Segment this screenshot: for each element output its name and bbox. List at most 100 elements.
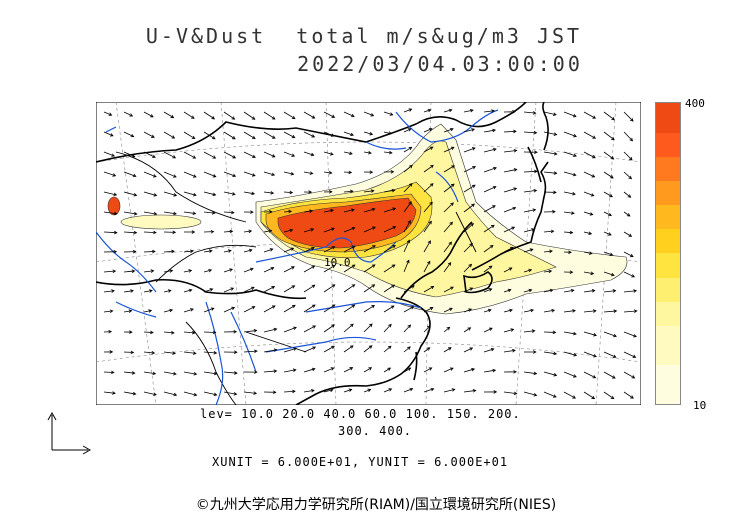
wind-vector	[523, 131, 537, 134]
wind-vector-head	[173, 211, 177, 216]
wind-vector-head	[572, 113, 577, 118]
wind-vector	[603, 151, 614, 160]
wind-vector	[543, 151, 557, 155]
wind-vector	[403, 285, 415, 293]
wind-vector-head	[573, 374, 577, 378]
wind-vector-head	[271, 172, 276, 177]
wind-vector	[523, 190, 537, 193]
wind-vector	[343, 245, 356, 253]
wind-vector	[423, 286, 434, 293]
wind-vector-head	[529, 248, 534, 252]
wind-vector-head	[470, 223, 474, 227]
wind-vector-head	[609, 252, 614, 256]
wind-vector-head	[552, 330, 557, 335]
wind-vector-head	[349, 151, 353, 155]
wind-vector	[383, 111, 393, 116]
wind-vector-head	[290, 247, 295, 251]
wind-vector-head	[513, 168, 518, 172]
wind-vector	[543, 171, 557, 174]
wind-vector	[603, 111, 615, 121]
wind-vector-head	[427, 260, 431, 265]
wind-vector-head	[533, 393, 538, 397]
wind-vector	[343, 151, 353, 155]
wind-vector	[543, 289, 553, 293]
contour-label: 10.0	[324, 256, 351, 269]
wind-vector-head	[451, 388, 456, 392]
wind-vector-head	[531, 228, 536, 232]
wind-vector	[103, 211, 117, 215]
wind-vector-head	[231, 210, 235, 215]
wind-vector-head	[591, 395, 596, 400]
wind-vector-head	[153, 392, 157, 396]
wind-vector-head	[273, 369, 278, 373]
wind-vector-head	[309, 171, 314, 175]
wind-vector-head	[392, 207, 397, 211]
wind-vector	[303, 304, 316, 313]
wind-vector-head	[492, 368, 497, 373]
wind-vector	[443, 128, 454, 133]
wind-vector	[423, 128, 433, 133]
wind-vector-head	[533, 371, 538, 376]
wind-vector-head	[248, 248, 253, 253]
wind-vector	[203, 191, 216, 196]
wind-vector-head	[372, 226, 376, 230]
wind-vector	[163, 290, 171, 293]
wind-vector	[563, 331, 577, 335]
wind-vector-head	[592, 309, 597, 313]
wind-vector	[623, 351, 636, 358]
wind-vector-head	[533, 130, 538, 135]
colorbar-band-200	[656, 181, 680, 206]
wind-vector-head	[512, 206, 517, 211]
wind-vector-head	[369, 132, 374, 136]
wind-vector	[463, 264, 472, 273]
wind-vector	[343, 284, 355, 293]
wind-vector-head	[271, 154, 276, 158]
wind-vector	[523, 111, 536, 114]
wind-vector	[223, 151, 236, 159]
wind-vector	[443, 367, 454, 373]
wind-vector-head	[491, 109, 495, 113]
wind-vector	[483, 224, 495, 233]
wind-vector	[163, 131, 175, 139]
wind-vector-head	[513, 370, 517, 374]
wind-vector-head	[569, 270, 574, 274]
wind-vector	[443, 202, 454, 213]
wind-vector	[403, 346, 411, 353]
wind-vector	[603, 251, 613, 256]
wind-vector-head	[553, 132, 558, 136]
wind-vector	[203, 151, 216, 159]
wind-vector-head	[528, 268, 533, 273]
wind-vector	[343, 264, 356, 273]
wind-vector-head	[370, 113, 375, 117]
wind-vector	[463, 166, 476, 173]
wind-vector-head	[429, 201, 433, 206]
wind-vector	[623, 231, 632, 237]
wind-vector-head	[627, 194, 632, 198]
wind-vector	[123, 231, 137, 234]
wind-vector-head	[329, 152, 334, 156]
wind-vector	[463, 184, 476, 193]
wind-vector-head	[492, 147, 497, 152]
wind-vector	[623, 131, 633, 142]
wind-vector	[623, 391, 634, 399]
wind-vector-head	[148, 309, 153, 313]
wind-vector-head	[469, 108, 474, 113]
wind-vector-head	[252, 135, 256, 140]
wind-vector	[503, 309, 513, 313]
wind-vector	[283, 229, 293, 233]
wind-vector	[143, 131, 155, 138]
wind-vector-head	[592, 115, 597, 119]
wind-vector	[403, 146, 412, 153]
wind-vector-head	[573, 331, 577, 336]
wind-vector	[183, 151, 196, 159]
wind-vector-head	[471, 203, 475, 208]
wind-vector-head	[571, 211, 575, 215]
wind-vector-head	[209, 288, 214, 292]
wind-vector-head	[152, 154, 156, 158]
wind-vector	[263, 111, 276, 120]
wind-vector	[563, 191, 576, 195]
wind-vector	[283, 327, 297, 333]
wind-vector	[443, 262, 452, 273]
wind-vector	[583, 171, 595, 178]
wind-vector	[463, 223, 474, 233]
